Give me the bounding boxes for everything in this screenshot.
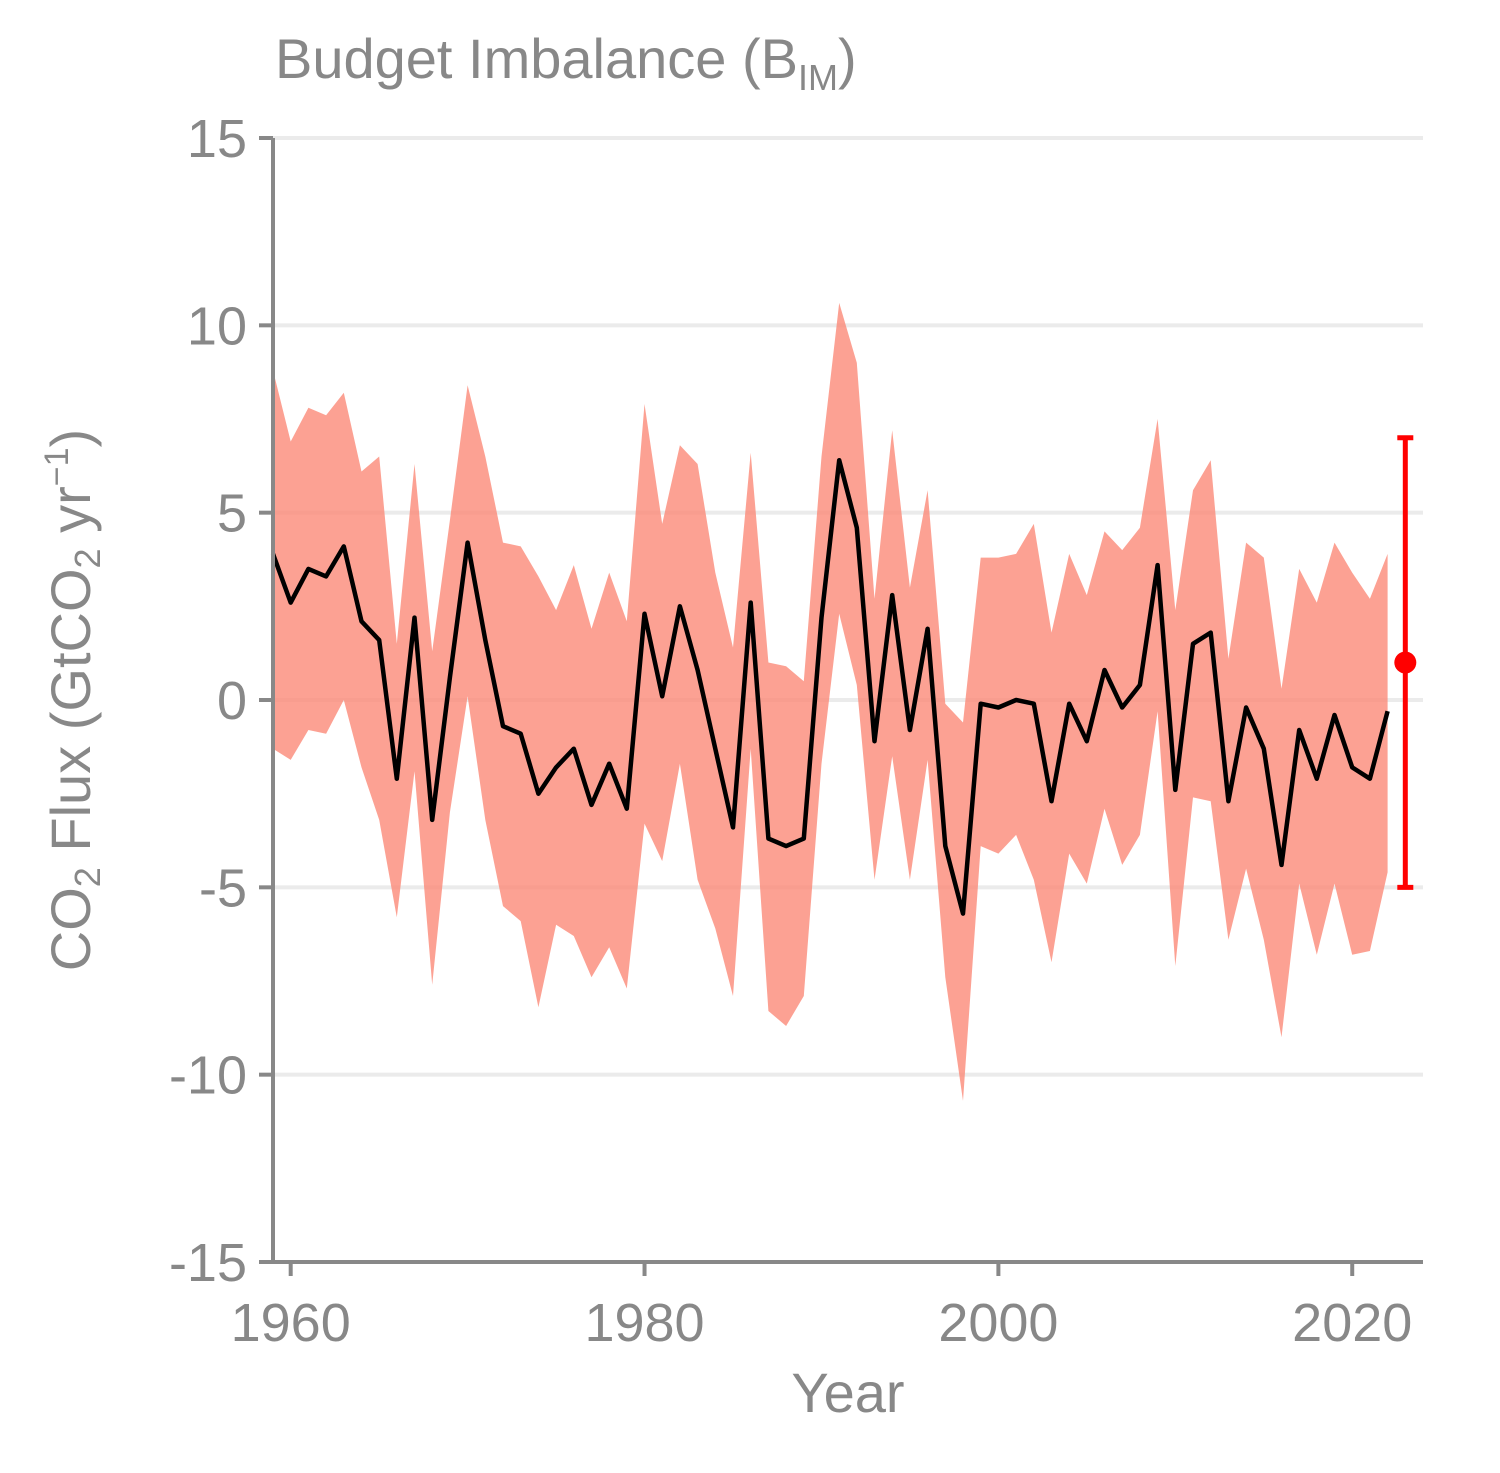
y-tick-label--5: -5 [199, 858, 247, 918]
y-axis-label-sub2: 2 [67, 548, 108, 568]
chart-title-close: ) [838, 27, 857, 90]
y-axis-label-part1: CO [39, 887, 102, 971]
x-tick-label-1980: 1980 [584, 1293, 704, 1353]
y-tick-label-0: 0 [217, 671, 247, 731]
x-tick-label-2020: 2020 [1292, 1293, 1412, 1353]
y-tick-label-10: 10 [187, 296, 247, 356]
summary-point [1394, 651, 1417, 674]
y-axis-label-superscript: −1 [38, 447, 76, 486]
x-tick-label-1960: 1960 [231, 1293, 351, 1353]
y-axis-label-part4: ) [39, 429, 102, 448]
uncertainty-band [273, 302, 1388, 1101]
y-axis-label-part3: yr [39, 486, 102, 548]
y-axis-label-part2: Flux (GtCO [39, 568, 102, 867]
budget-imbalance-line [270, 457, 1390, 916]
x-axis-ticks: 1960 1980 2000 2020 [231, 1262, 1412, 1353]
summary-errorbar [1394, 435, 1417, 890]
chart-title-subscript: IM [798, 57, 838, 98]
chart-title-main: Budget Imbalance (B [275, 27, 798, 90]
y-tick-label--10: -10 [169, 1046, 247, 1106]
y-axis-ticks: -15 -10 -5 0 5 10 15 [169, 109, 273, 1293]
y-tick-label--15: -15 [169, 1233, 247, 1293]
y-tick-label-5: 5 [217, 484, 247, 544]
y-axis-label-sub1: 2 [67, 867, 108, 887]
y-axis-label: CO2 Flux (GtCO2 yr−1) [38, 429, 108, 971]
x-tick-label-2000: 2000 [938, 1293, 1058, 1353]
x-axis-label: Year [791, 1361, 904, 1424]
y-tick-label-15: 15 [187, 109, 247, 169]
chart-title: Budget Imbalance (BIM) [275, 27, 857, 98]
